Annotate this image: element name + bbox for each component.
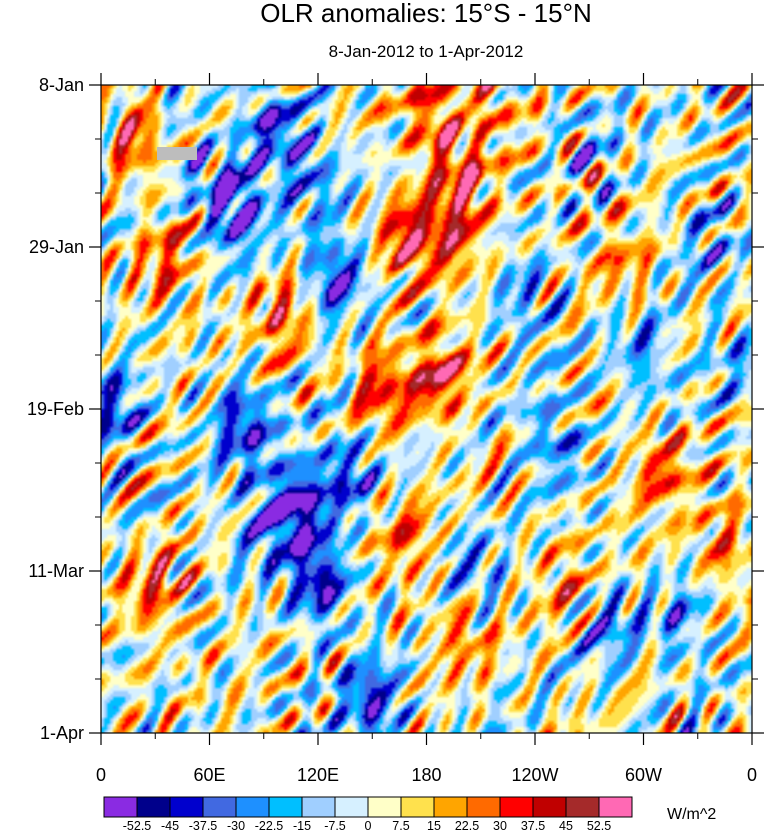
colorbar-swatch — [301, 796, 336, 818]
colorbar-units: W/m^2 — [667, 806, 716, 823]
missing-data-patch — [157, 147, 197, 160]
chart-subtitle: 8-Jan-2012 to 1-Apr-2012 — [329, 42, 524, 61]
colorbar-swatch — [532, 796, 567, 818]
colorbar-swatch — [268, 796, 303, 818]
colorbar-swatch — [235, 796, 270, 818]
colorbar-level-label: -22.5 — [255, 819, 284, 833]
colorbar-swatch — [367, 796, 402, 818]
colorbar-level-label: 0 — [365, 819, 372, 833]
colorbar-level-label: 45 — [559, 819, 573, 833]
colorbar-swatch — [400, 796, 435, 818]
colorbar-swatch — [598, 796, 633, 818]
x-tick-label: 180 — [411, 765, 441, 785]
colorbar-level-label: 30 — [493, 819, 507, 833]
x-tick-label: 0 — [96, 765, 106, 785]
x-tick-label: 120W — [511, 765, 558, 785]
y-tick-label: 1-Apr — [40, 723, 84, 743]
x-tick-label: 60W — [625, 765, 662, 785]
x-tick-label: 60E — [193, 765, 225, 785]
colorbar-swatch — [433, 796, 468, 818]
colorbar-swatch — [103, 796, 138, 818]
plot-area — [100, 84, 753, 734]
colorbar-swatch — [499, 796, 534, 818]
colorbar-level-label: 37.5 — [521, 819, 545, 833]
colorbar-level-label: -30 — [227, 819, 245, 833]
colorbar-level-label: -7.5 — [324, 819, 346, 833]
chart-title: OLR anomalies: 15°S - 15°N — [260, 0, 592, 28]
colorbar: -52.5 -45 -37.5 -30 -22.5 -15 -7.5 0 7.5 15 22.5 30… — [103, 796, 633, 833]
colorbar-level-label: 15 — [427, 819, 441, 833]
colorbar-swatch — [565, 796, 600, 818]
x-tick-label: 120E — [297, 765, 339, 785]
colorbar-level-label: -15 — [293, 819, 311, 833]
colorbar-swatch — [334, 796, 369, 818]
colorbar-swatch — [202, 796, 237, 818]
y-tick-label: 19-Feb — [27, 399, 84, 419]
colorbar-swatch — [169, 796, 204, 818]
axes: 0 60E 120E 180 120W 60W 0 8-Jan 29-Jan 19-Feb 11-M… — [27, 73, 764, 785]
colorbar-level-label: 52.5 — [587, 819, 611, 833]
y-tick-label: 11-Mar — [28, 561, 84, 581]
colorbar-swatch — [466, 796, 501, 818]
colorbar-level-label: 22.5 — [455, 819, 479, 833]
y-tick-label: 29-Jan — [29, 237, 84, 257]
colorbar-level-label: -37.5 — [189, 819, 218, 833]
olr-anomaly-heatmap — [101, 85, 752, 733]
colorbar-level-label: -45 — [161, 819, 179, 833]
colorbar-level-label: -52.5 — [123, 819, 152, 833]
colorbar-level-label: 7.5 — [392, 819, 409, 833]
y-tick-label: 8-Jan — [39, 75, 84, 95]
colorbar-swatch — [136, 796, 171, 818]
x-tick-label: 0 — [747, 765, 757, 785]
